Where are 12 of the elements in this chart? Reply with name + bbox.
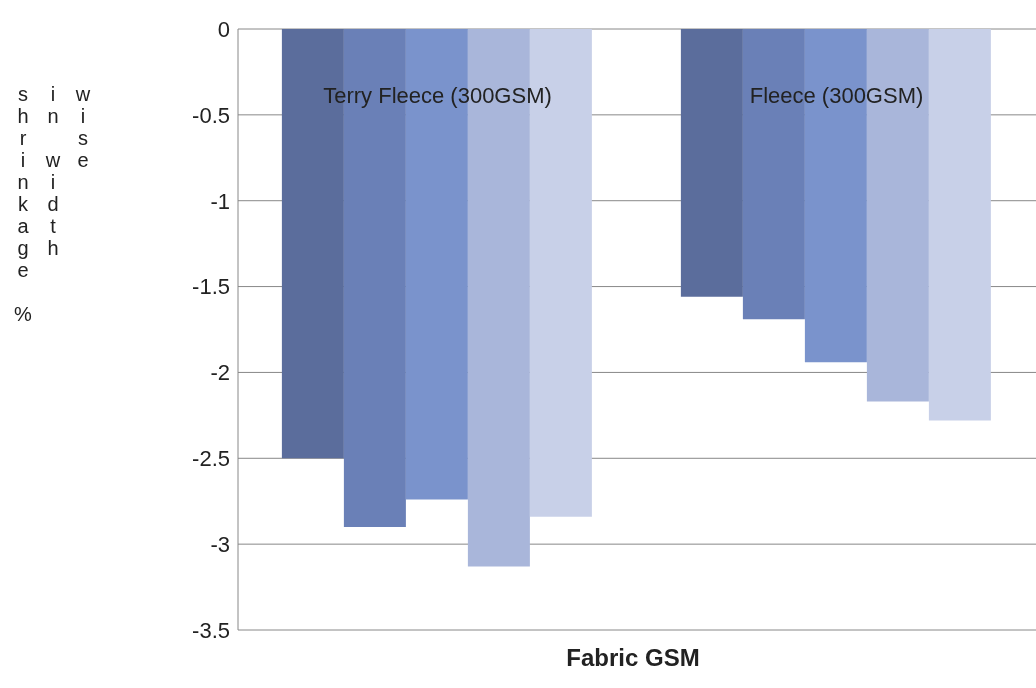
y-tick-label: -0.5 — [192, 102, 230, 128]
y-tick-label: 0 — [217, 16, 230, 42]
y-tick-label: -1 — [210, 188, 230, 214]
x-axis-title: Fabric GSM — [565, 644, 701, 672]
y-tick-label: -2.5 — [192, 446, 230, 472]
y-axis-title: shrinkage % in width wise — [11, 83, 95, 327]
y-tick-label: -3 — [210, 531, 230, 557]
x-tick-label: Fleece (300GSM) — [749, 83, 924, 108]
y-tick-label: -3.5 — [192, 617, 230, 643]
x-tick-label: Terry Fleece (300GSM) — [323, 83, 552, 108]
y-tick-label: -1.5 — [192, 274, 230, 300]
y-tick-label: -2 — [210, 360, 230, 386]
